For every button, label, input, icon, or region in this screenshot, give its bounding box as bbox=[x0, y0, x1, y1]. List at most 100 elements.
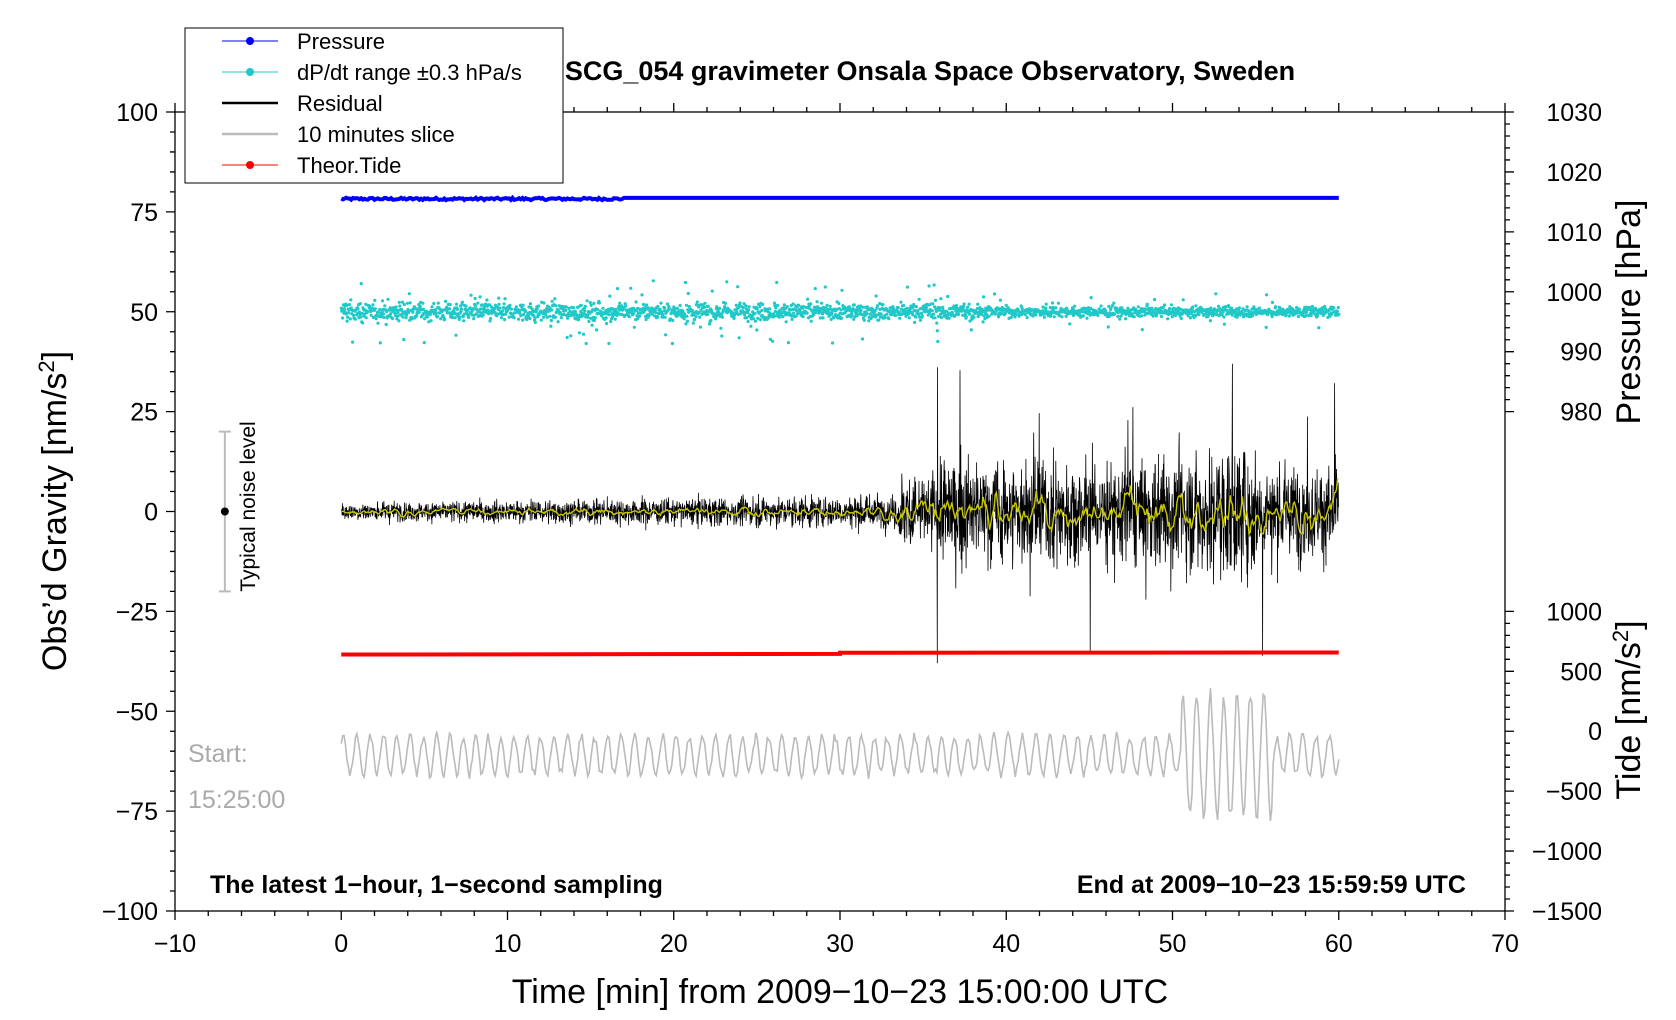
dpdt-point bbox=[924, 306, 929, 310]
dpdt-point bbox=[655, 315, 660, 319]
dpdt-point bbox=[595, 328, 599, 332]
dpdt-point bbox=[967, 312, 972, 316]
dpdt-point bbox=[1315, 314, 1319, 318]
y-tick-label: 75 bbox=[130, 199, 158, 227]
dpdt-point bbox=[987, 314, 991, 318]
dpdt-point bbox=[476, 301, 480, 305]
dpdt-point bbox=[737, 306, 741, 310]
dpdt-point bbox=[1310, 304, 1314, 309]
dpdt-point bbox=[980, 307, 984, 311]
dpdt-point bbox=[512, 311, 517, 315]
dpdt-point bbox=[685, 319, 690, 323]
dpdt-point bbox=[1180, 312, 1184, 316]
dpdt-point bbox=[1332, 306, 1336, 310]
dpdt-point bbox=[855, 311, 859, 315]
dpdt-point bbox=[359, 315, 363, 319]
dpdt-point bbox=[790, 317, 794, 321]
dpdt-point bbox=[1140, 328, 1144, 332]
dpdt-point bbox=[407, 292, 411, 296]
legend-entry: dP/dt range ±0.3 hPa/s bbox=[222, 60, 522, 85]
tide-tick-label: −500 bbox=[1546, 778, 1602, 806]
pressure-axis-label: Pressure [hPa] bbox=[1610, 200, 1648, 425]
ten-minute-slice-series bbox=[340, 688, 1340, 822]
dpdt-point bbox=[742, 302, 746, 306]
dpdt-point bbox=[905, 306, 909, 310]
dpdt-point bbox=[957, 312, 961, 316]
x-tick-label: 0 bbox=[334, 930, 348, 958]
dpdt-point bbox=[1071, 313, 1075, 318]
dpdt-point bbox=[565, 335, 569, 340]
dpdt-point bbox=[777, 315, 782, 319]
dpdt-point bbox=[411, 310, 415, 314]
dpdt-point bbox=[1132, 315, 1136, 319]
dpdt-point bbox=[644, 303, 649, 307]
dpdt-point bbox=[675, 306, 680, 310]
legend-swatch-dot bbox=[246, 68, 254, 76]
dpdt-point bbox=[873, 309, 877, 313]
dpdt-point bbox=[946, 294, 950, 299]
dpdt-point bbox=[698, 315, 702, 319]
dpdt-point bbox=[389, 312, 393, 316]
dpdt-point bbox=[376, 310, 380, 314]
dpdt-point bbox=[1159, 314, 1163, 319]
dpdt-point bbox=[982, 295, 986, 299]
dpdt-point bbox=[373, 298, 377, 302]
dpdt-point bbox=[488, 316, 493, 321]
dpdt-point bbox=[1204, 312, 1208, 316]
dpdt-point bbox=[703, 301, 707, 305]
dpdt-point bbox=[1274, 305, 1278, 309]
dpdt-point bbox=[523, 309, 528, 313]
pressure-line bbox=[340, 194, 1339, 203]
dpdt-point bbox=[718, 306, 722, 310]
dpdt-point bbox=[706, 312, 710, 316]
dpdt-point bbox=[566, 316, 570, 320]
dpdt-point bbox=[1330, 312, 1334, 316]
dpdt-point bbox=[373, 307, 377, 311]
dpdt-point bbox=[966, 305, 970, 309]
dpdt-point bbox=[454, 312, 458, 316]
dpdt-point bbox=[382, 315, 386, 319]
dpdt-point bbox=[1264, 325, 1268, 329]
dpdt-point bbox=[875, 304, 880, 308]
dpdt-point bbox=[493, 306, 497, 310]
dpdt-point bbox=[894, 313, 898, 317]
dpdt-point bbox=[933, 316, 937, 320]
dpdt-point bbox=[345, 319, 349, 323]
dpdt-point bbox=[853, 308, 857, 312]
dpdt-point bbox=[861, 305, 865, 309]
dpdt-point bbox=[837, 301, 841, 305]
pressure-tick-label: 1020 bbox=[1546, 159, 1602, 187]
dpdt-point bbox=[624, 304, 628, 308]
dpdt-point bbox=[790, 314, 794, 318]
dpdt-point bbox=[913, 320, 917, 324]
dpdt-point bbox=[646, 306, 650, 310]
legend-label: 10 minutes slice bbox=[297, 122, 455, 147]
tide-axis-tick-labels: 1000 500 0 −500 −1000 −1500 bbox=[1532, 598, 1602, 926]
dpdt-point bbox=[448, 307, 452, 311]
dpdt-point bbox=[549, 318, 553, 323]
dpdt-point bbox=[1304, 314, 1308, 318]
tide-line bbox=[341, 650, 1339, 657]
dpdt-point bbox=[658, 307, 662, 311]
dpdt-point bbox=[939, 315, 944, 320]
dpdt-point bbox=[1178, 314, 1182, 318]
dpdt-point bbox=[1297, 307, 1301, 311]
dpdt-point bbox=[402, 302, 406, 307]
dpdt-point bbox=[604, 316, 608, 320]
dpdt-point bbox=[544, 313, 548, 317]
dpdt-point bbox=[631, 312, 636, 316]
dpdt-point bbox=[805, 311, 809, 315]
dpdt-point bbox=[562, 312, 566, 317]
dpdt-point bbox=[497, 296, 501, 300]
dpdt-point bbox=[1107, 304, 1111, 308]
dpdt-point bbox=[982, 314, 986, 318]
dpdt-point bbox=[734, 303, 738, 307]
dpdt-point bbox=[911, 305, 915, 309]
dpdt-point bbox=[400, 308, 404, 312]
dpdt-point bbox=[1252, 305, 1256, 309]
dpdt-point bbox=[478, 307, 483, 311]
dpdt-point bbox=[378, 341, 382, 345]
dpdt-point bbox=[806, 297, 810, 301]
dpdt-point bbox=[502, 302, 506, 306]
dpdt-point bbox=[569, 334, 573, 338]
